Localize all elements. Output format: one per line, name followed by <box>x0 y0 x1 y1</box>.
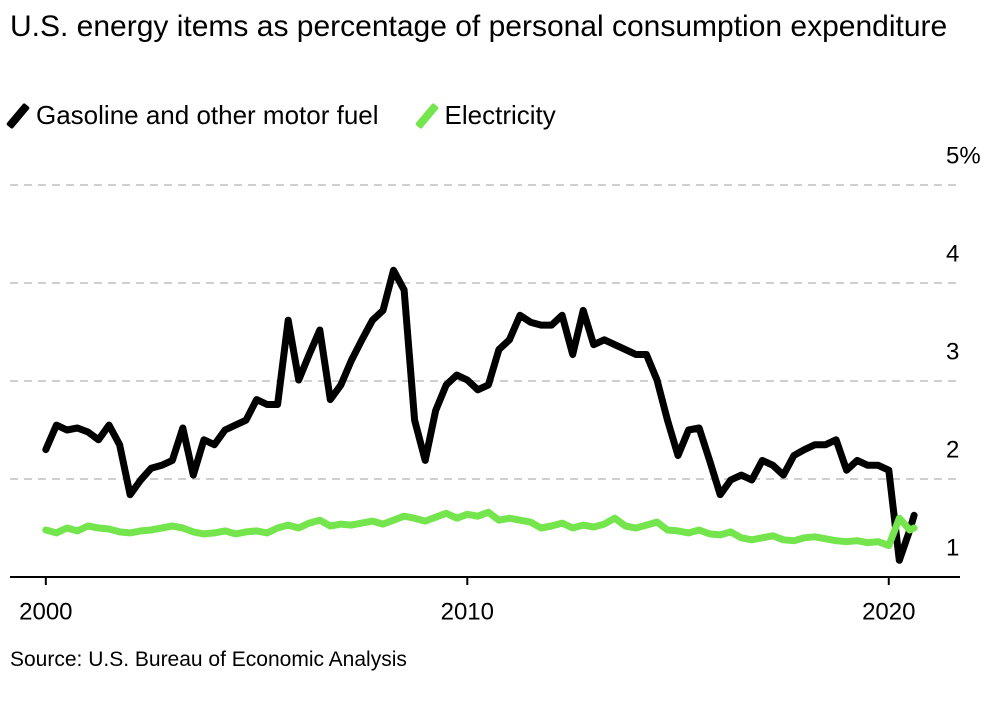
x-tick-label: 2010 <box>441 598 494 625</box>
x-tick-label: 2000 <box>19 598 72 625</box>
x-tick-label: 2020 <box>862 598 915 625</box>
y-tick-label: 2 <box>946 436 959 463</box>
legend: Gasoline and other motor fuel Electricity <box>5 100 556 131</box>
legend-item: Gasoline and other motor fuel <box>5 100 379 131</box>
line-series <box>42 266 918 564</box>
y-tick-label: 5% <box>946 142 981 169</box>
chart-title: U.S. energy items as percentage of perso… <box>10 10 948 43</box>
legend-item: Electricity <box>414 100 556 131</box>
y-tick-label: 1 <box>946 534 959 561</box>
y-tick-label: 3 <box>946 338 959 365</box>
legend-label: Electricity <box>444 100 556 130</box>
legend-label: Gasoline and other motor fuel <box>36 100 379 130</box>
y-tick-label: 4 <box>946 240 959 267</box>
line-series <box>42 508 918 550</box>
source-note: Source: U.S. Bureau of Economic Analysis <box>10 648 407 671</box>
